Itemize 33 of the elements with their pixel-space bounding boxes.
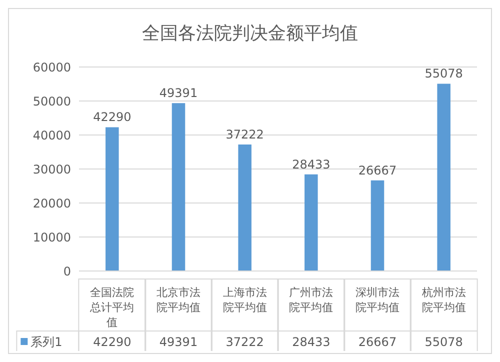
text: 26667 [358,163,397,178]
x-tick-label: 杭州市法院平均值 [420,286,466,314]
text: 42290 [93,110,132,124]
data-label: 42290 [93,335,132,349]
data-label: 26667 [358,335,397,349]
x-tick-label: 深圳市法院平均值 [356,286,400,314]
x-tick-label: 广州市法院平均值 [289,286,334,314]
y-tick-label: 40000 [32,128,71,142]
data-label: 55078 [424,335,463,349]
bar [172,103,186,271]
text: 28433 [292,157,330,172]
x-tick-label: 全国法院总计平均值 [89,286,134,329]
text: 37222 [226,127,264,142]
y-tick-label: 20000 [32,196,71,210]
bar [106,127,119,271]
bar [238,144,252,271]
data-label: 28433 [292,335,330,349]
bar [370,180,384,271]
y-tick-label: 60000 [32,60,71,74]
bar [437,84,450,271]
y-tick-label: 0 [63,264,71,278]
y-tick-label: 50000 [32,94,71,108]
y-tick-label: 10000 [32,230,71,244]
data-label: 37222 [226,335,264,349]
y-tick-label: 30000 [32,162,71,176]
x-tick-label: 北京市法院平均值 [156,286,200,314]
data-label: 49391 [159,335,198,349]
text: 49391 [159,86,198,100]
x-tick-label: 上海市法院平均值 [222,286,267,314]
chart-title: 全国各法院判决金额平均值 [141,22,359,46]
text: 55078 [424,66,463,81]
bar [304,174,318,271]
legend-label: 系列1 [30,335,62,349]
